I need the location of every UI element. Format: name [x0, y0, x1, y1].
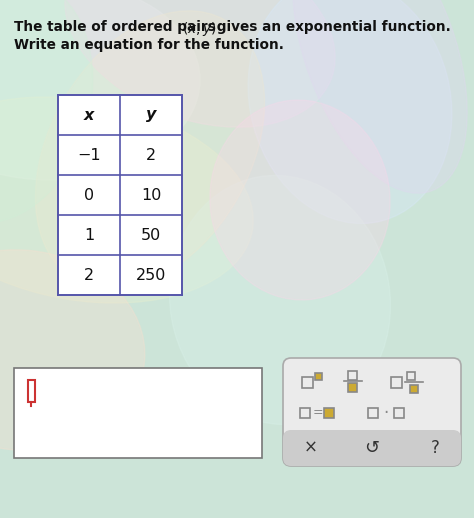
- Bar: [316, 372, 322, 380]
- Ellipse shape: [0, 0, 200, 180]
- Ellipse shape: [65, 0, 335, 127]
- Text: 50: 50: [141, 227, 161, 242]
- Bar: [300, 408, 310, 418]
- Ellipse shape: [210, 100, 390, 300]
- FancyBboxPatch shape: [283, 358, 461, 466]
- Bar: [302, 377, 313, 387]
- Bar: [392, 377, 402, 387]
- Bar: [394, 408, 404, 418]
- Text: ·: ·: [383, 404, 389, 422]
- Text: The table of ordered pairs: The table of ordered pairs: [14, 20, 220, 34]
- Bar: [58, 95, 182, 295]
- Bar: [28, 380, 35, 402]
- Text: 2: 2: [84, 267, 94, 282]
- Text: gives an exponential function.: gives an exponential function.: [212, 20, 451, 34]
- Text: 2: 2: [146, 148, 156, 163]
- Ellipse shape: [0, 0, 93, 223]
- Text: ?: ?: [430, 439, 439, 457]
- Ellipse shape: [293, 0, 467, 193]
- Text: $(x, y)$: $(x, y)$: [182, 20, 217, 38]
- Text: −1: −1: [77, 148, 101, 163]
- Bar: [348, 370, 357, 380]
- Text: ×: ×: [304, 439, 318, 457]
- Bar: [324, 408, 334, 418]
- Text: Write an equation for the function.: Write an equation for the function.: [14, 38, 284, 52]
- Ellipse shape: [0, 97, 253, 303]
- Text: x: x: [84, 108, 94, 122]
- Bar: [410, 385, 418, 393]
- Bar: [407, 372, 415, 380]
- Text: 10: 10: [141, 188, 161, 203]
- Ellipse shape: [36, 11, 264, 289]
- Ellipse shape: [248, 0, 452, 223]
- Text: 1: 1: [84, 227, 94, 242]
- Text: =: =: [313, 407, 323, 420]
- Text: ↺: ↺: [365, 439, 380, 457]
- Text: 0: 0: [84, 188, 94, 203]
- FancyBboxPatch shape: [283, 430, 461, 466]
- Text: 250: 250: [136, 267, 166, 282]
- Ellipse shape: [170, 176, 391, 425]
- Text: y: y: [146, 108, 156, 122]
- Ellipse shape: [0, 250, 145, 450]
- Bar: [14, 368, 262, 458]
- Bar: [368, 408, 378, 418]
- Bar: [348, 382, 357, 392]
